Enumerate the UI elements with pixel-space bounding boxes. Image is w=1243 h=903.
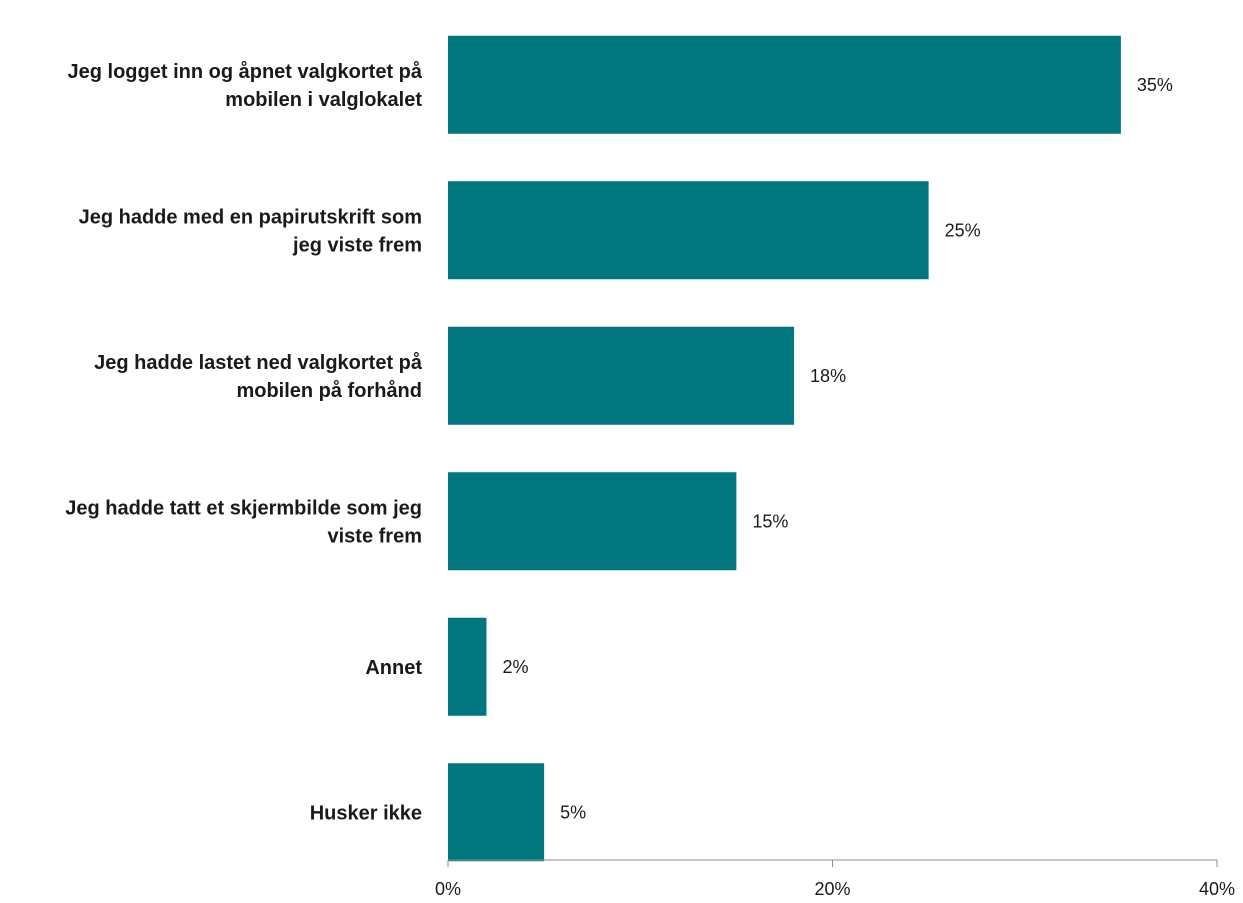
category-label: Husker ikke: [310, 802, 422, 824]
value-label: 18%: [810, 366, 846, 386]
category-label-line: Jeg hadde med en papirutskrift som: [79, 206, 422, 228]
category-label-line: viste frem: [328, 525, 423, 547]
value-labels-layer: 35% 25% 18% 15% 2% 5%: [502, 75, 1172, 823]
value-label: 25%: [945, 220, 981, 240]
bar: [448, 617, 487, 716]
value-label: 35%: [1137, 75, 1173, 95]
value-label: 2%: [502, 657, 528, 677]
category-label-line: Jeg hadde lastet ned valgkortet på: [94, 351, 423, 374]
bar: [448, 181, 929, 280]
category-label: Jeg hadde lastet ned valgkortet på mobile…: [94, 351, 423, 402]
category-label-line: Jeg logget inn og åpnet valgkortet på: [68, 60, 423, 83]
x-tick-label: 40%: [1199, 879, 1235, 899]
category-label: Annet: [365, 657, 422, 679]
category-label-line: jeg viste frem: [292, 234, 422, 256]
x-tick-label: 0%: [435, 879, 461, 899]
category-label-line: Jeg hadde tatt et skjermbilde som jeg: [65, 497, 422, 519]
category-label: Jeg hadde tatt et skjermbilde som jeg vis…: [65, 497, 422, 547]
category-label-line: Husker ikke: [310, 802, 422, 824]
value-label: 5%: [560, 802, 586, 822]
x-tick-label: 20%: [814, 879, 850, 899]
bar: [448, 472, 737, 571]
bars-layer: [448, 35, 1121, 862]
bar: [448, 326, 795, 425]
category-label: Jeg hadde med en papirutskrift som jeg vi…: [79, 206, 422, 256]
bar: [448, 763, 545, 862]
category-label-line: Annet: [365, 657, 422, 679]
bar: [448, 35, 1121, 134]
category-label: Jeg logget inn og åpnet valgkortet på mob…: [68, 60, 423, 111]
category-labels-layer: Jeg logget inn og åpnet valgkortet på mob…: [65, 60, 423, 825]
x-axis: 0% 20% 40%: [435, 859, 1235, 899]
category-label-line: mobilen i valglokalet: [225, 89, 422, 111]
category-label-line: mobilen på forhånd: [236, 379, 422, 402]
value-label: 15%: [752, 511, 788, 531]
